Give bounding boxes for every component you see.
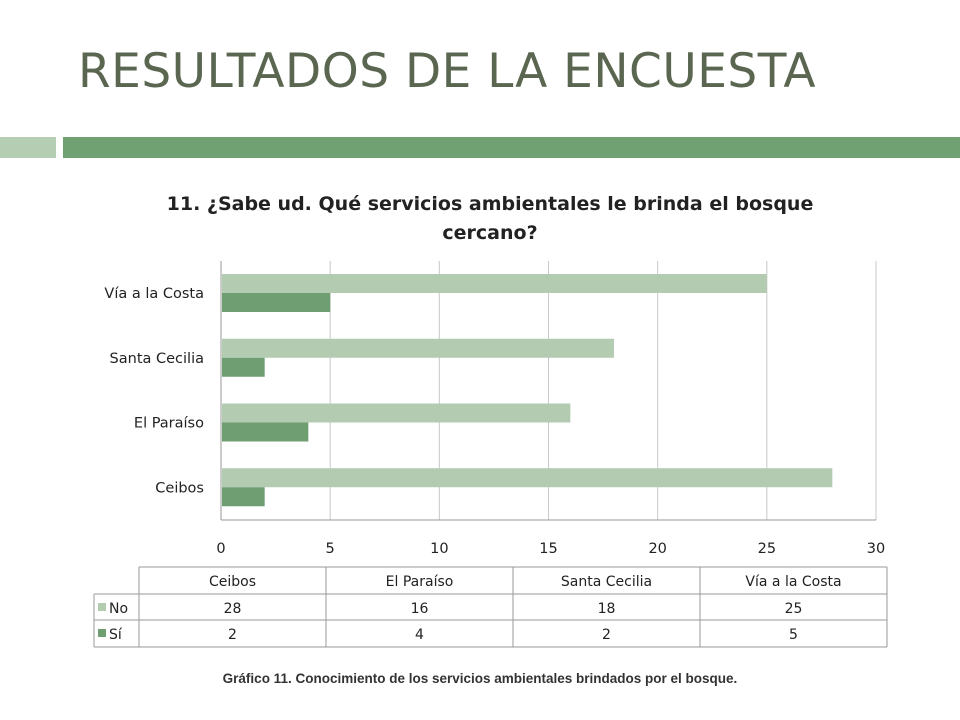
- bar-si: [222, 422, 309, 442]
- x-tick-label: 5: [326, 541, 335, 557]
- x-tick-label: 15: [539, 541, 557, 557]
- chart-title: 11. ¿Sabe ud. Qué servicios ambientales …: [166, 193, 814, 244]
- bar-si: [222, 487, 265, 507]
- table-value-cell: 4: [415, 627, 424, 643]
- x-tick-label: 0: [216, 541, 225, 557]
- title-rule-short: [0, 137, 56, 158]
- table-header-cell: Santa Cecilia: [561, 574, 652, 590]
- x-tick-label: 25: [758, 541, 776, 557]
- legend-label: Sí: [109, 627, 123, 643]
- table-header-cell: Ceibos: [209, 574, 256, 590]
- bar-no: [222, 338, 614, 358]
- bar-si: [222, 293, 331, 312]
- title-rule-long: [63, 137, 960, 158]
- legend-label: No: [109, 601, 128, 617]
- bar-no: [222, 468, 833, 488]
- table-value-cell: 25: [785, 601, 803, 617]
- bar-si: [222, 357, 265, 377]
- y-category-label: El Paraíso: [134, 416, 204, 432]
- legend-swatch: [98, 629, 106, 637]
- table-value-cell: 18: [598, 601, 616, 617]
- table-value-cell: 16: [411, 601, 429, 617]
- x-tick-label: 10: [430, 541, 448, 557]
- table-value-cell: 2: [602, 627, 611, 643]
- x-tick-label: 20: [648, 541, 666, 557]
- y-category-label: Vía a la Costa: [104, 286, 204, 302]
- slide-title: RESULTADOS DE LA ENCUESTA: [78, 44, 816, 99]
- y-category-label: Ceibos: [155, 480, 204, 496]
- table-value-cell: 5: [789, 627, 798, 643]
- bar-no: [222, 274, 767, 293]
- table-value-cell: 28: [224, 601, 242, 617]
- bar-no: [222, 403, 571, 423]
- table-value-cell: 2: [228, 627, 237, 643]
- table-header-cell: El Paraíso: [386, 574, 454, 590]
- figure-caption: Gráfico 11. Conocimiento de los servicio…: [222, 671, 738, 686]
- x-tick-label: 30: [867, 541, 885, 557]
- legend-swatch: [98, 603, 106, 611]
- y-category-label: Santa Cecilia: [110, 351, 204, 367]
- table-header-cell: Vía a la Costa: [745, 574, 841, 590]
